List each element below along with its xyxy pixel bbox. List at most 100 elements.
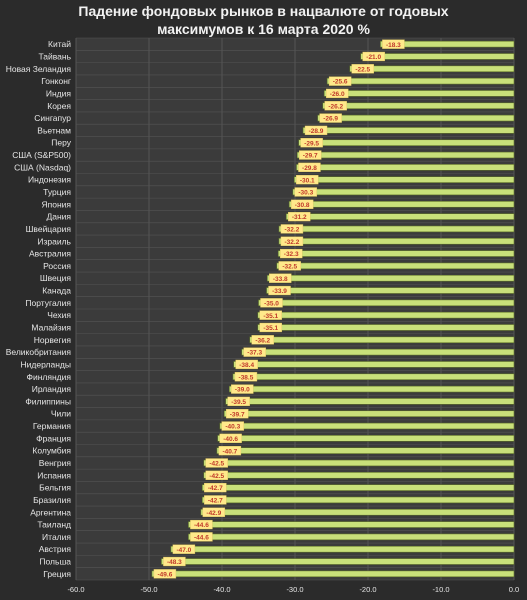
data-label-bg bbox=[219, 433, 242, 443]
category-label: Бельгия bbox=[39, 483, 71, 493]
bar bbox=[232, 373, 515, 381]
category-label: Япония bbox=[41, 199, 71, 209]
data-label: -29.7 bbox=[303, 153, 318, 160]
category-label: Аргентина bbox=[30, 507, 71, 517]
bar bbox=[217, 435, 515, 442]
bar bbox=[277, 250, 515, 257]
data-label-bg bbox=[326, 88, 349, 99]
data-label-bg bbox=[328, 76, 352, 86]
data-label: -35.1 bbox=[263, 325, 278, 332]
bar bbox=[201, 496, 515, 504]
data-label: -38.4 bbox=[239, 362, 254, 369]
category-label: Гонконг bbox=[41, 76, 71, 86]
data-label-bg bbox=[382, 39, 405, 49]
data-label: -30.3 bbox=[298, 190, 313, 197]
data-label-bg bbox=[163, 556, 186, 567]
data-label: -42.5 bbox=[209, 461, 224, 468]
bar bbox=[188, 533, 515, 541]
data-label: -29.5 bbox=[304, 140, 319, 147]
x-tick-label: -60.0 bbox=[67, 585, 84, 594]
data-label-bg bbox=[227, 396, 250, 407]
bar bbox=[216, 447, 515, 454]
category-label: Швейцария bbox=[26, 224, 72, 234]
category-label: Франция bbox=[36, 433, 71, 443]
data-label-bg bbox=[153, 569, 177, 579]
data-label: -44.6 bbox=[194, 534, 209, 541]
bar bbox=[200, 508, 515, 516]
category-label: США (Nasdaq) bbox=[14, 162, 71, 172]
category-label: Новая Зеландия bbox=[6, 64, 72, 74]
category-label: США (S&P500) bbox=[12, 150, 71, 160]
x-tick-label: -40.0 bbox=[213, 585, 230, 594]
category-label: Германия bbox=[33, 421, 72, 431]
bar bbox=[317, 114, 515, 122]
data-label: -28.9 bbox=[309, 128, 324, 135]
category-label: Россия bbox=[43, 261, 71, 271]
bar bbox=[241, 348, 515, 356]
data-label-bg bbox=[205, 458, 228, 468]
data-label-bg bbox=[204, 495, 227, 505]
data-label-bg bbox=[190, 532, 213, 542]
data-label: -29.8 bbox=[302, 165, 317, 172]
bar bbox=[298, 139, 515, 146]
bar bbox=[360, 53, 515, 60]
data-label-bg bbox=[225, 409, 249, 419]
data-label: -37.3 bbox=[247, 350, 262, 357]
data-label-bg bbox=[351, 64, 374, 74]
category-label: Чили bbox=[51, 409, 71, 419]
bar bbox=[276, 262, 515, 270]
data-label-bg bbox=[319, 113, 342, 123]
category-label: Израиль bbox=[37, 236, 71, 246]
data-label-bg bbox=[280, 224, 304, 234]
data-label: -47.0 bbox=[176, 547, 191, 554]
bar bbox=[257, 324, 515, 331]
data-label: -38.5 bbox=[239, 374, 254, 381]
bar bbox=[151, 570, 515, 578]
data-label: -35.1 bbox=[263, 313, 278, 320]
data-label: -32.3 bbox=[284, 251, 299, 258]
data-label: -42.9 bbox=[206, 510, 221, 517]
data-label: -36.2 bbox=[255, 337, 270, 344]
bar bbox=[203, 472, 515, 479]
data-label-bg bbox=[296, 175, 319, 185]
data-label-bg bbox=[280, 248, 303, 259]
chart-title-line1: Падение фондовых рынков в нацвалюте от г… bbox=[78, 3, 449, 19]
category-label: Чехия bbox=[47, 310, 71, 320]
data-label: -35.0 bbox=[264, 300, 279, 307]
category-label: Сингапур bbox=[34, 113, 71, 123]
data-label-bg bbox=[268, 285, 291, 296]
data-label-bg bbox=[260, 298, 283, 308]
data-label: -26.9 bbox=[323, 116, 338, 123]
data-label: -32.5 bbox=[282, 263, 297, 270]
category-label: Перу bbox=[51, 138, 71, 148]
data-label: -22.5 bbox=[355, 66, 370, 73]
data-label: -42.7 bbox=[208, 498, 223, 505]
category-label: Италия bbox=[42, 532, 71, 542]
data-label: -40.6 bbox=[223, 436, 238, 443]
data-label: -21.0 bbox=[366, 54, 381, 61]
data-label-bg bbox=[235, 359, 258, 370]
category-label: Китай bbox=[48, 39, 71, 49]
category-label: Малайзия bbox=[31, 322, 71, 332]
chart-title-line2: максимумов к 16 марта 2020 % bbox=[157, 21, 370, 37]
category-label: Великобритания bbox=[6, 347, 72, 357]
category-label: Финляндия bbox=[27, 372, 72, 382]
category-label: Тайвань bbox=[38, 51, 71, 61]
bar bbox=[170, 545, 515, 553]
data-label-bg bbox=[234, 372, 258, 382]
bar bbox=[219, 422, 515, 430]
data-label-bg bbox=[278, 261, 301, 271]
data-label-bg bbox=[251, 335, 274, 345]
data-label-bg bbox=[172, 544, 196, 554]
bar bbox=[233, 361, 515, 368]
bar bbox=[349, 65, 515, 73]
data-label-bg bbox=[269, 273, 292, 283]
bar bbox=[188, 521, 515, 528]
bar bbox=[201, 484, 515, 491]
bar bbox=[288, 201, 515, 208]
category-label: Ирландия bbox=[32, 384, 72, 394]
bar bbox=[380, 40, 515, 48]
bar bbox=[266, 287, 515, 294]
data-label: -40.7 bbox=[222, 448, 237, 455]
